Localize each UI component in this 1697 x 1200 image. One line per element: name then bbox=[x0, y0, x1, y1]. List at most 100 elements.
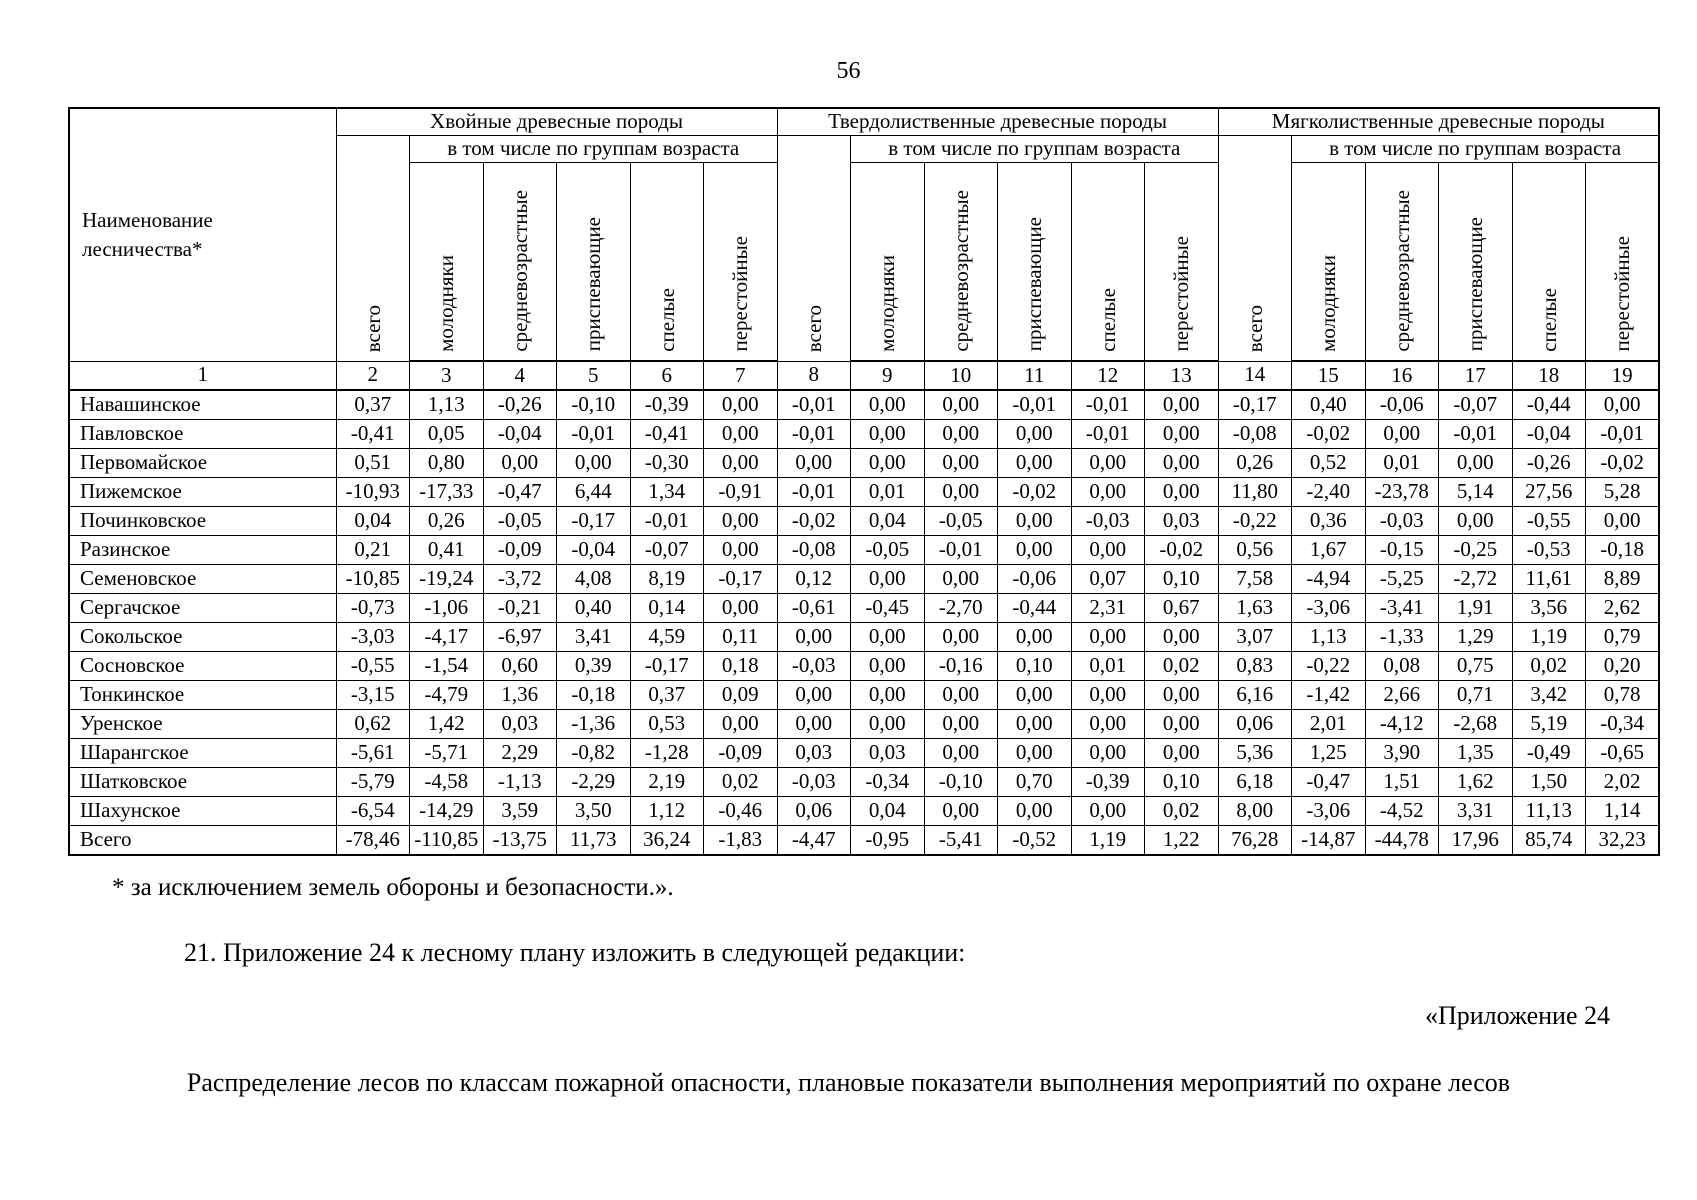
cell: 0,03 bbox=[850, 738, 925, 768]
age-group-label: приспевающие bbox=[581, 217, 606, 352]
forestry-name: Первомайское bbox=[68, 448, 337, 478]
cell: -0,73 bbox=[335, 593, 410, 623]
cell: 17,96 bbox=[1438, 825, 1513, 856]
cell: -0,30 bbox=[629, 448, 704, 478]
cell: -0,05 bbox=[923, 506, 998, 536]
cell: -3,41 bbox=[1364, 593, 1440, 623]
age-groups-subheader-1: в том числе по группам возраста bbox=[409, 135, 778, 163]
cell: 0,01 bbox=[1364, 448, 1440, 478]
cell: 0,00 bbox=[1070, 680, 1145, 710]
cell: 0,36 bbox=[1291, 506, 1366, 536]
cell: -0,39 bbox=[1070, 767, 1145, 797]
cell: 0,79 bbox=[1585, 622, 1660, 652]
table-row: Всего -78,46 -110,85 -13,75 11,73 36,24 -1,83-… bbox=[68, 825, 1660, 856]
cell: -4,58 bbox=[409, 767, 484, 797]
age-group-label: спелые bbox=[654, 287, 679, 352]
cell: -0,41 bbox=[629, 419, 704, 449]
cell: -5,61 bbox=[335, 738, 410, 768]
cell: -0,34 bbox=[850, 767, 925, 797]
cell: 0,00 bbox=[850, 680, 925, 710]
cell: 0,00 bbox=[997, 419, 1072, 449]
header-row-groups: Наименование лесничества* Хвойные древесн… bbox=[68, 107, 1660, 362]
species-group-header-3: Мягколиственные древесные породы bbox=[1217, 107, 1660, 136]
cell: -0,41 bbox=[335, 419, 410, 449]
cell: 1,14 bbox=[1585, 796, 1660, 826]
cell: -2,70 bbox=[923, 593, 998, 623]
cell: 0,03 bbox=[776, 738, 851, 768]
cell: -0,82 bbox=[556, 738, 631, 768]
cell: 0,00 bbox=[703, 506, 778, 536]
forest-change-table: Наименование лесничества* Хвойные древесн… bbox=[68, 107, 1661, 856]
cell: 0,00 bbox=[703, 709, 778, 739]
cell: 0,00 bbox=[703, 419, 778, 449]
forestry-name: Пижемское bbox=[68, 477, 337, 507]
cell: 0,53 bbox=[629, 709, 704, 739]
forestry-name: Тонкинское bbox=[68, 680, 337, 710]
cell: 0,26 bbox=[409, 506, 484, 536]
cell: 0,67 bbox=[1144, 593, 1219, 623]
cell: 0,14 bbox=[629, 593, 704, 623]
cell: -0,01 bbox=[997, 389, 1072, 420]
table-row: Починковское 0,04 0,26 -0,05 -0,17 -0,01 0,00-… bbox=[68, 506, 1660, 536]
cell: 0,83 bbox=[1217, 651, 1293, 681]
cell: 0,78 bbox=[1585, 680, 1660, 710]
cell: 2,31 bbox=[1070, 593, 1145, 623]
cell: -3,06 bbox=[1291, 796, 1366, 826]
cell: 0,07 bbox=[1070, 564, 1145, 594]
cell: -0,01 bbox=[923, 535, 998, 565]
cell: 0,00 bbox=[997, 535, 1072, 565]
forestry-name: Сосновское bbox=[68, 651, 337, 681]
cell: -0,09 bbox=[482, 535, 557, 565]
cell: -0,08 bbox=[1217, 419, 1293, 449]
age-group-label: средневозрастные bbox=[1389, 189, 1414, 352]
cell: -0,03 bbox=[776, 651, 851, 681]
cell: 76,28 bbox=[1217, 825, 1293, 856]
age-group-header-2-3: приспевающие bbox=[997, 162, 1072, 362]
cell: -1,33 bbox=[1364, 622, 1440, 652]
cell: 0,00 bbox=[703, 389, 778, 420]
forestry-name: Навашинское bbox=[68, 389, 337, 420]
cell: -78,46 bbox=[335, 825, 410, 856]
cell: 0,00 bbox=[923, 564, 998, 594]
cell: 0,00 bbox=[997, 506, 1072, 536]
species-group-header-1: Хвойные древесные породы bbox=[335, 107, 778, 136]
age-group-header-2-4: спелые bbox=[1070, 162, 1145, 362]
column-number-13: 13 bbox=[1144, 360, 1219, 391]
cell: 0,00 bbox=[1070, 709, 1145, 739]
cell: 1,34 bbox=[629, 477, 704, 507]
cell: -1,06 bbox=[409, 593, 484, 623]
cell: 0,00 bbox=[850, 622, 925, 652]
cell: -0,08 bbox=[776, 535, 851, 565]
cell: 0,00 bbox=[556, 448, 631, 478]
cell: 27,56 bbox=[1511, 477, 1587, 507]
cell: -0,01 bbox=[556, 419, 631, 449]
table-row: Шарангское -5,61 -5,71 2,29 -0,82 -1,28 -0,09 0… bbox=[68, 738, 1660, 768]
cell: 1,22 bbox=[1144, 825, 1219, 856]
cell: 0,00 bbox=[997, 796, 1072, 826]
cell: -1,83 bbox=[703, 825, 778, 856]
cell: 2,62 bbox=[1585, 593, 1660, 623]
cell: -4,52 bbox=[1364, 796, 1440, 826]
cell: -0,25 bbox=[1438, 535, 1513, 565]
cell: -13,75 bbox=[482, 825, 557, 856]
cell: -0,15 bbox=[1364, 535, 1440, 565]
cell: -4,17 bbox=[409, 622, 484, 652]
age-group-header-3-5: перестойные bbox=[1585, 162, 1660, 362]
cell: -14,29 bbox=[409, 796, 484, 826]
table-body: Навашинское 0,37 1,13 -0,26 -0,10 -0,39 0,00 -0… bbox=[68, 389, 1660, 856]
cell: 36,24 bbox=[629, 825, 704, 856]
age-group-header-2-5: перестойные bbox=[1144, 162, 1219, 362]
column-number-1: 1 bbox=[68, 360, 337, 391]
cell: -0,01 bbox=[1438, 419, 1513, 449]
cell: -2,72 bbox=[1438, 564, 1513, 594]
cell: -14,87 bbox=[1291, 825, 1366, 856]
cell: 0,00 bbox=[923, 477, 998, 507]
forestry-name: Уренское bbox=[68, 709, 337, 739]
cell: -10,85 bbox=[335, 564, 410, 594]
cell: -110,85 bbox=[409, 825, 484, 856]
column-number-10: 10 bbox=[923, 360, 998, 391]
table-row: Павловское -0,41 0,05 -0,04 -0,01 -0,41 0,00 -0… bbox=[68, 419, 1660, 449]
cell: 0,00 bbox=[997, 709, 1072, 739]
cell: 0,03 bbox=[482, 709, 557, 739]
cell: -0,09 bbox=[703, 738, 778, 768]
